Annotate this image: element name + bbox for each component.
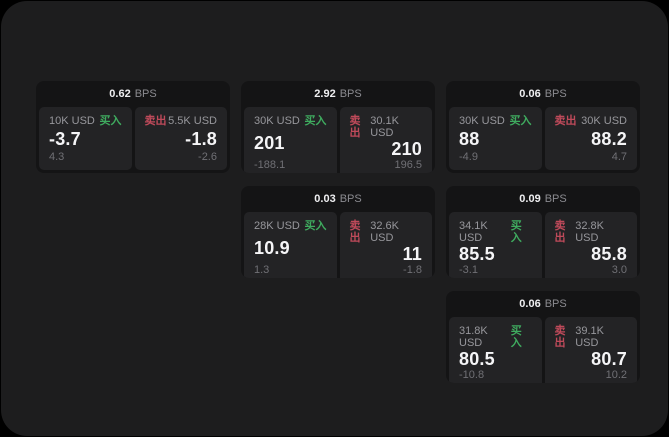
sell-price: -1.8	[185, 129, 217, 149]
spread-unit: BPS	[339, 88, 362, 100]
buy-price: 10.9	[254, 238, 290, 258]
sell-amount: 32.6K USD	[370, 220, 399, 244]
quote-card: 0.03 BPS 28K USD 买入 10.9 1.3 卖出 32.6K US…	[241, 186, 435, 278]
buy-price: 88	[459, 129, 480, 149]
quote-grid: 0.62 BPS 10K USD 买入 -3.7 4.3 卖出 5.5K USD	[36, 81, 640, 383]
buy-side-label: 买入	[509, 115, 532, 127]
buy-change: -10.8	[459, 369, 485, 381]
sell-amount: 30K USD	[581, 115, 627, 127]
spread-unit: BPS	[544, 298, 567, 310]
quote-body: 10K USD 买入 -3.7 4.3 卖出 5.5K USD -1.8 -2.…	[36, 107, 230, 173]
spread-unit: BPS	[544, 193, 567, 205]
quote-card: 2.92 BPS 30K USD 买入 201 -188.1 卖出 30.1K …	[241, 81, 435, 173]
buy-amount: 10K USD	[49, 115, 95, 127]
spread-header: 0.03 BPS	[241, 186, 435, 212]
sell-side-label: 卖出	[554, 325, 566, 349]
sell-amount: 39.1K USD	[575, 325, 604, 349]
sell-side-label: 卖出	[554, 115, 577, 127]
buy-change: 1.3	[254, 264, 270, 276]
sell-panel[interactable]: 卖出 39.1K USD 80.7 10.2	[544, 317, 637, 383]
buy-change: -3.1	[459, 264, 478, 276]
buy-amount: 31.8K USD	[459, 325, 488, 349]
sell-panel[interactable]: 卖出 30.1K USD 210 196.5	[339, 107, 432, 173]
sell-amount: 30.1K USD	[370, 115, 399, 139]
spread-value: 0.06	[519, 298, 541, 310]
buy-price: -3.7	[49, 129, 81, 149]
buy-panel[interactable]: 30K USD 买入 201 -188.1	[244, 107, 337, 173]
buy-price: 201	[254, 133, 285, 153]
spread-value: 0.09	[519, 193, 541, 205]
buy-panel[interactable]: 31.8K USD 买入 80.5 -10.8	[449, 317, 542, 383]
sell-price: 88.2	[591, 129, 627, 149]
buy-change: -188.1	[254, 159, 286, 171]
quote-body: 30K USD 买入 88 -4.9 卖出 30K USD 88.2 4.7	[446, 107, 640, 173]
sell-panel[interactable]: 卖出 5.5K USD -1.8 -2.6	[134, 107, 227, 170]
spread-header: 0.06 BPS	[446, 81, 640, 107]
quote-body: 34.1K USD 买入 85.5 -3.1 卖出 32.8K USD 85.8…	[446, 212, 640, 278]
quote-card: 0.09 BPS 34.1K USD 买入 85.5 -3.1 卖出 32.8K…	[446, 186, 640, 278]
sell-price: 80.7	[591, 349, 627, 369]
spread-header: 2.92 BPS	[241, 81, 435, 107]
buy-side-label: 买入	[304, 115, 327, 127]
buy-side-label: 买入	[510, 220, 522, 244]
sell-panel[interactable]: 卖出 32.6K USD 11 -1.8	[339, 212, 432, 278]
buy-amount: 30K USD	[459, 115, 505, 127]
spread-header: 0.62 BPS	[36, 81, 230, 107]
buy-panel[interactable]: 10K USD 买入 -3.7 4.3	[39, 107, 132, 170]
buy-amount: 30K USD	[254, 115, 300, 127]
quote-card: 0.06 BPS 30K USD 买入 88 -4.9 卖出 30K USD	[446, 81, 640, 173]
sell-price: 11	[402, 244, 422, 264]
quote-card: 0.62 BPS 10K USD 买入 -3.7 4.3 卖出 5.5K USD	[36, 81, 230, 173]
buy-price: 80.5	[459, 349, 495, 369]
sell-change: -1.8	[403, 264, 422, 276]
quote-card: 0.06 BPS 31.8K USD 买入 80.5 -10.8 卖出 39.1…	[446, 291, 640, 383]
sell-change: 196.5	[394, 159, 422, 171]
buy-amount: 34.1K USD	[459, 220, 488, 244]
sell-amount: 5.5K USD	[168, 115, 217, 127]
sell-amount: 32.8K USD	[575, 220, 604, 244]
spread-value: 2.92	[314, 88, 336, 100]
buy-price: 85.5	[459, 244, 495, 264]
sell-side-label: 卖出	[144, 115, 167, 127]
buy-side-label: 买入	[510, 325, 522, 349]
spread-value: 0.62	[109, 88, 131, 100]
sell-price: 85.8	[591, 244, 627, 264]
spread-unit: BPS	[134, 88, 157, 100]
sell-side-label: 卖出	[554, 220, 566, 244]
sell-price: 210	[391, 139, 422, 159]
spread-value: 0.06	[519, 88, 541, 100]
sell-side-label: 卖出	[349, 115, 361, 139]
quote-body: 28K USD 买入 10.9 1.3 卖出 32.6K USD 11 -1.8	[241, 212, 435, 278]
buy-side-label: 买入	[99, 115, 122, 127]
sell-change: 10.2	[605, 369, 627, 381]
quote-body: 31.8K USD 买入 80.5 -10.8 卖出 39.1K USD 80.…	[446, 317, 640, 383]
buy-side-label: 买入	[304, 220, 327, 232]
buy-change: -4.9	[459, 151, 478, 163]
spread-header: 0.09 BPS	[446, 186, 640, 212]
sell-side-label: 卖出	[349, 220, 361, 244]
sell-change: 3.0	[611, 264, 627, 276]
buy-amount: 28K USD	[254, 220, 300, 232]
sell-change: 4.7	[611, 151, 627, 163]
buy-panel[interactable]: 28K USD 买入 10.9 1.3	[244, 212, 337, 278]
spread-value: 0.03	[314, 193, 336, 205]
buy-panel[interactable]: 30K USD 买入 88 -4.9	[449, 107, 542, 170]
sell-panel[interactable]: 卖出 30K USD 88.2 4.7	[544, 107, 637, 170]
quote-body: 30K USD 买入 201 -188.1 卖出 30.1K USD 210 1…	[241, 107, 435, 173]
buy-change: 4.3	[49, 151, 65, 163]
sell-panel[interactable]: 卖出 32.8K USD 85.8 3.0	[544, 212, 637, 278]
spread-header: 0.06 BPS	[446, 291, 640, 317]
sell-change: -2.6	[198, 151, 217, 163]
spread-unit: BPS	[339, 193, 362, 205]
spread-unit: BPS	[544, 88, 567, 100]
buy-panel[interactable]: 34.1K USD 买入 85.5 -3.1	[449, 212, 542, 278]
